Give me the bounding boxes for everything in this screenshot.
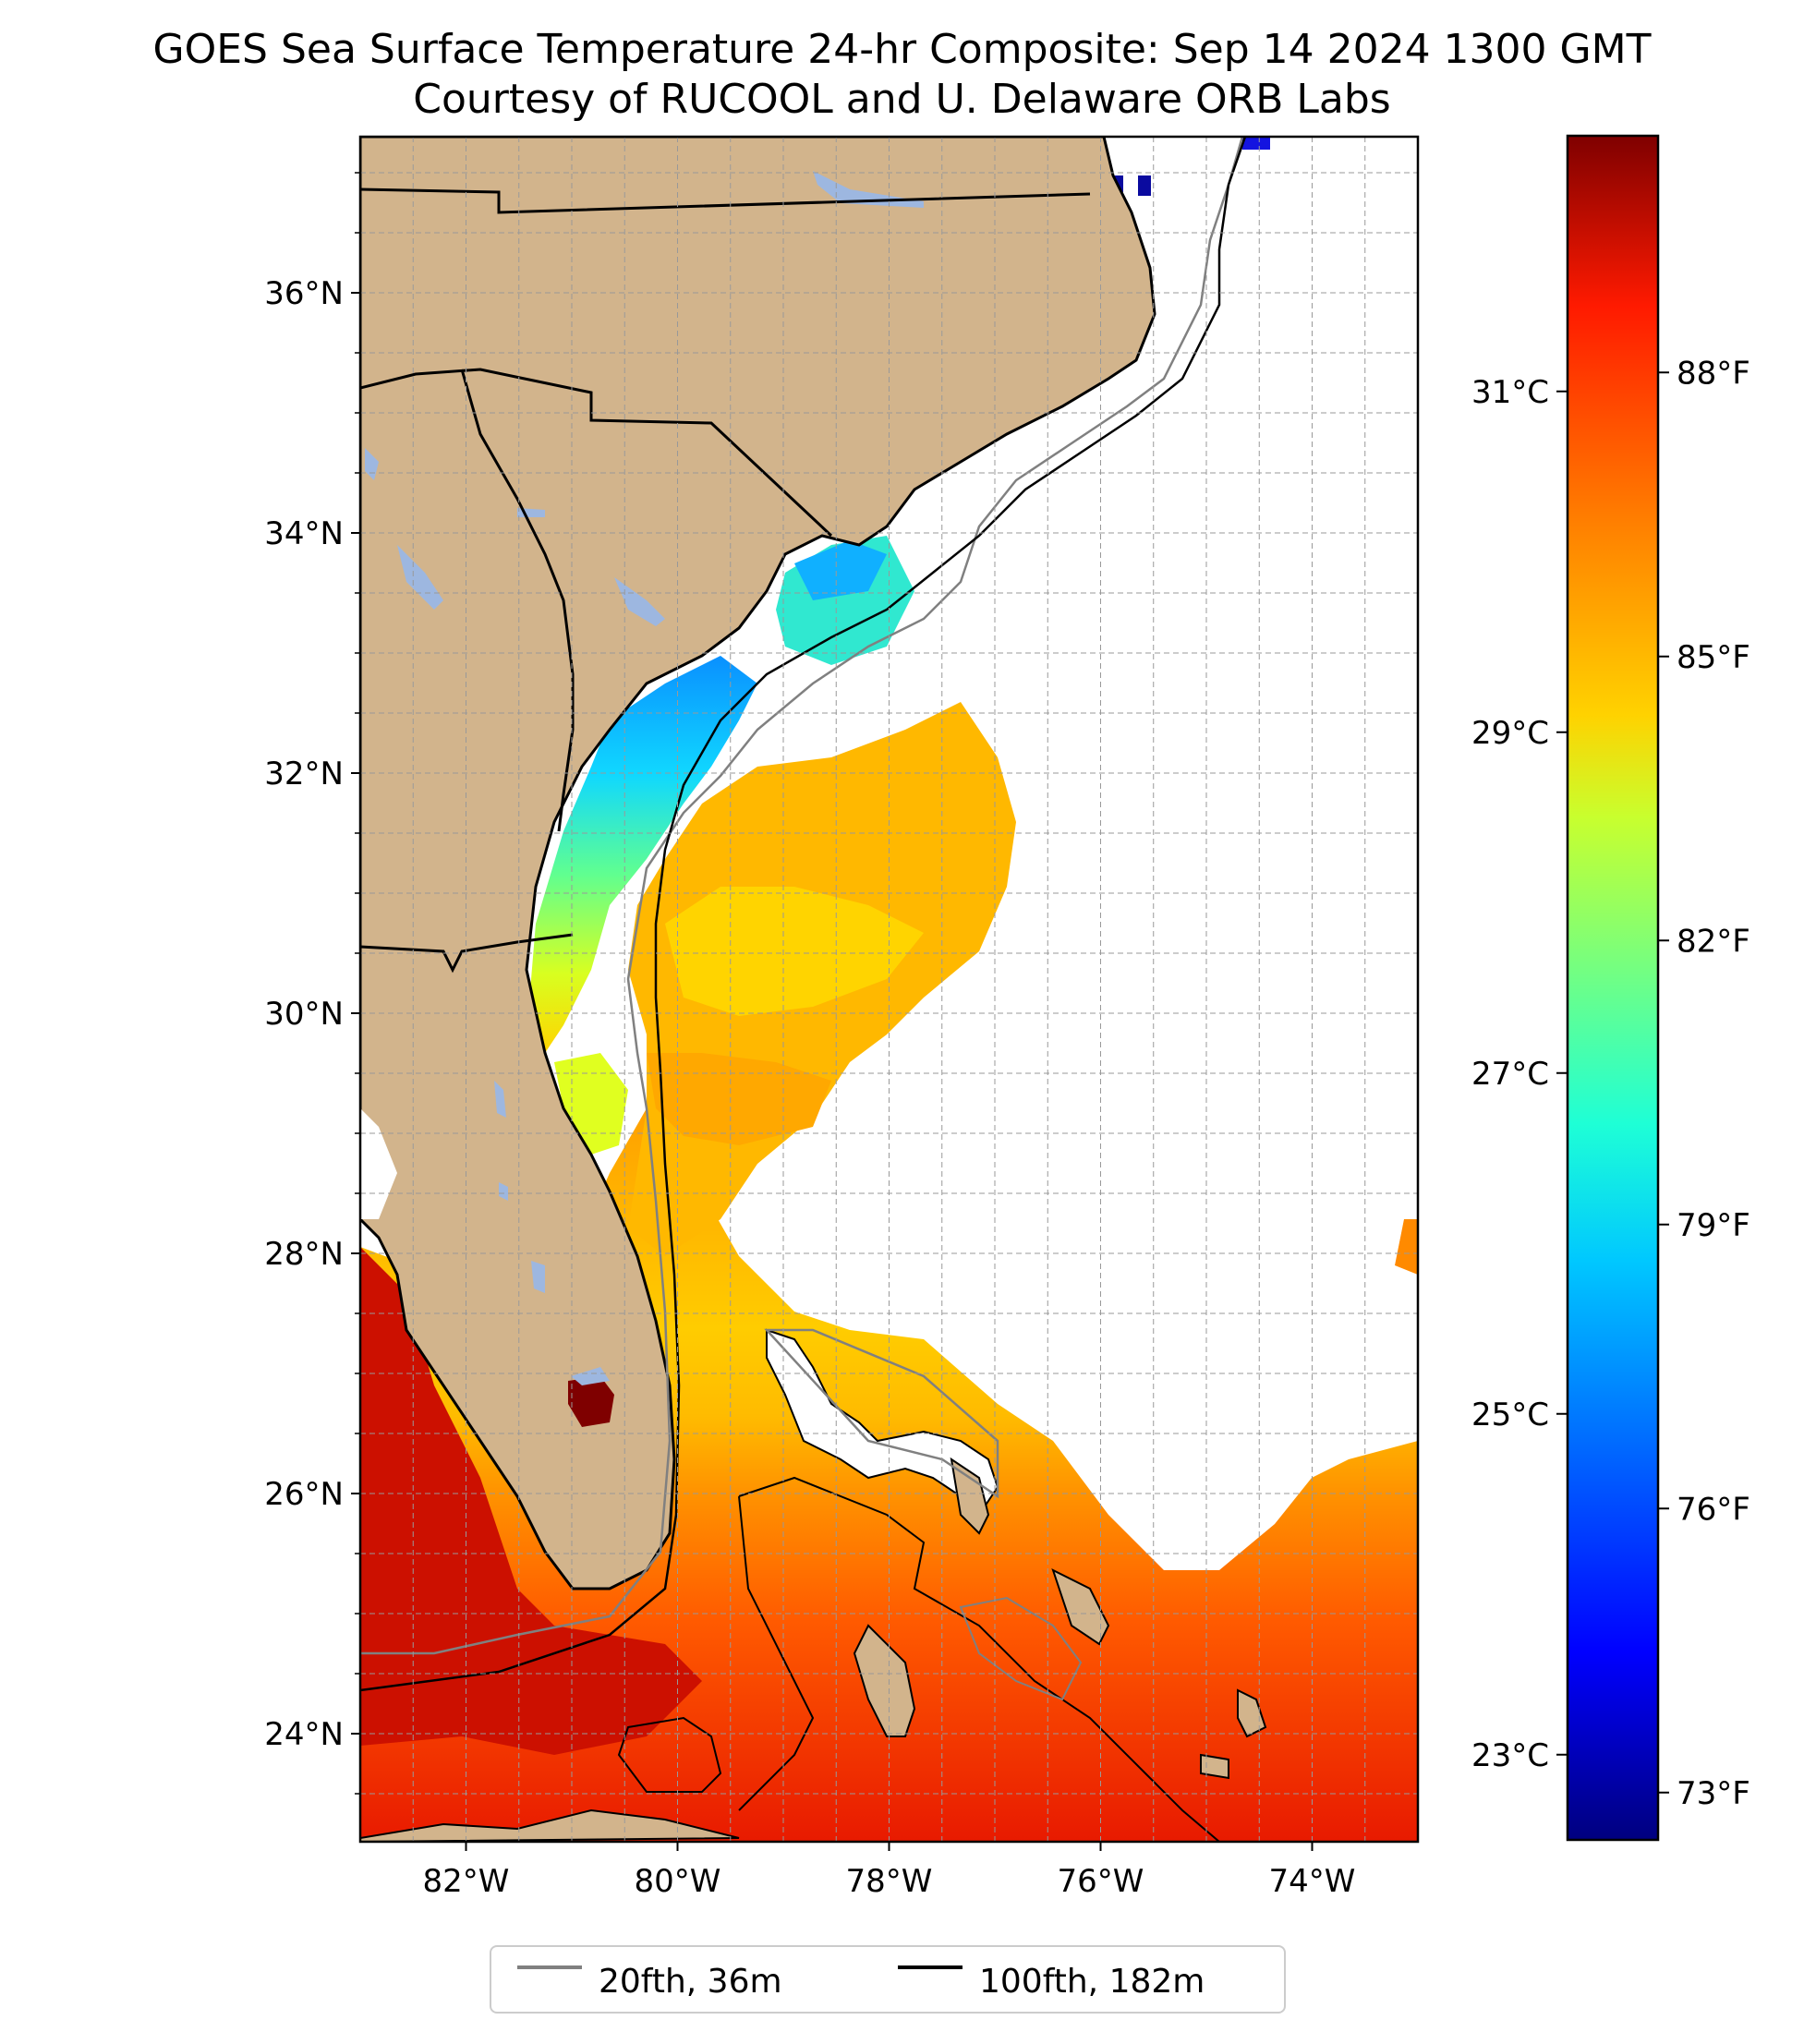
colorbar-c-label: 31°C — [1471, 374, 1549, 411]
lon-label: 76°W — [1058, 1863, 1144, 1900]
lon-label: 78°W — [846, 1863, 933, 1900]
lat-label: 36°N — [264, 275, 344, 312]
contour-20fth — [360, 137, 1244, 1655]
chart-title: GOES Sea Surface Temperature 24-hr Compo… — [152, 26, 1652, 73]
colorbar-c-label: 25°C — [1471, 1397, 1549, 1433]
land-bahamas-andros — [853, 1624, 916, 1737]
legend-label-20fth: 20fth, 36m — [599, 1963, 782, 2001]
land-us-mainland — [360, 137, 1156, 1590]
colorbar-fahrenheit-axis: 73°F 76°F 79°F 82°F 85°F 88°F — [1658, 355, 1750, 1812]
legend: 20fth, 36m 100fth, 182m — [490, 1945, 1286, 2014]
lon-label: 74°W — [1269, 1863, 1356, 1900]
colorbar — [1566, 134, 1660, 1842]
land — [360, 137, 1267, 1842]
colorbar-c-label: 29°C — [1471, 715, 1549, 752]
lake-okeechobee — [568, 1376, 614, 1427]
lat-axis: 24°N 26°N 28°N 30°N 32°N 34°N 36°N — [264, 172, 360, 1795]
lon-label: 80°W — [635, 1863, 721, 1900]
colorbar-f-label: 82°F — [1677, 923, 1750, 960]
colorbar-f-label: 79°F — [1677, 1207, 1750, 1244]
legend-label-100fth: 100fth, 182m — [979, 1963, 1205, 2001]
gridlines — [360, 137, 1418, 1842]
lon-axis: 82°W 80°W 78°W 76°W 74°W — [423, 1842, 1356, 1900]
colorbar-f-label: 85°F — [1677, 639, 1750, 676]
lat-label: 32°N — [264, 756, 344, 792]
lat-label: 30°N — [264, 996, 344, 1033]
state-boundaries — [360, 187, 1091, 974]
legend-swatch-20fth — [517, 1965, 582, 1969]
chart-subtitle: Courtesy of RUCOOL and U. Delaware ORB L… — [413, 76, 1391, 123]
colorbar-c-label: 23°C — [1471, 1737, 1549, 1774]
colorbar-f-label: 73°F — [1677, 1775, 1750, 1812]
colorbar-c-label: 27°C — [1471, 1056, 1549, 1093]
lat-label: 24°N — [264, 1716, 344, 1753]
legend-swatch-100fth — [898, 1965, 963, 1969]
colorbar-f-label: 76°F — [1677, 1491, 1750, 1528]
colorbar-f-label: 88°F — [1677, 355, 1750, 392]
colorbar-celsius-axis: 23°C 25°C 27°C 29°C 31°C — [1471, 374, 1568, 1774]
lon-label: 82°W — [423, 1863, 510, 1900]
lat-label: 26°N — [264, 1476, 344, 1513]
lat-label: 28°N — [264, 1236, 344, 1273]
lat-label: 34°N — [264, 515, 344, 552]
